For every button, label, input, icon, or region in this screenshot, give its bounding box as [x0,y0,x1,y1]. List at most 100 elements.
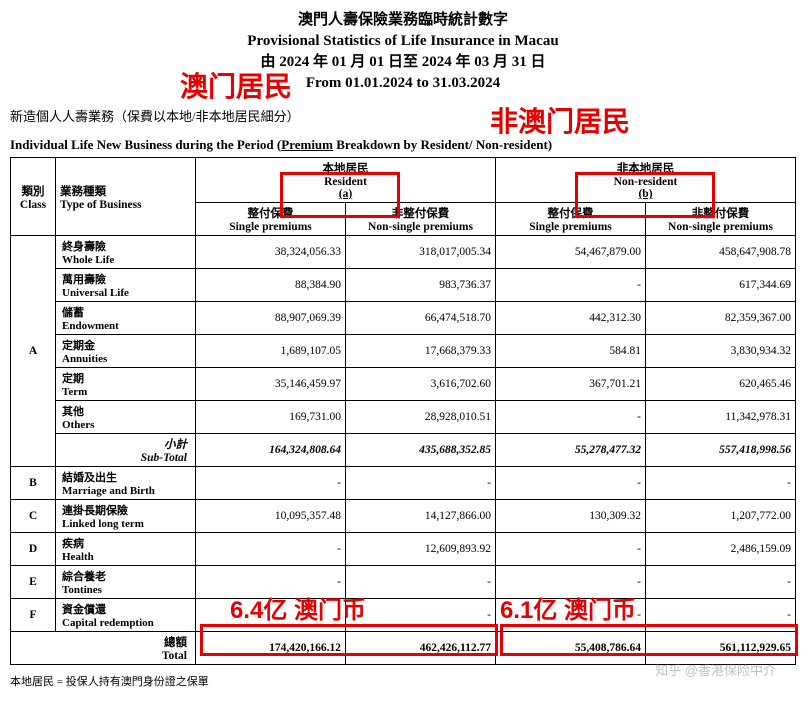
table-row: C連掛長期保險Linked long term10,095,357.4814,1… [11,500,796,533]
col-non-sp: 整付保費Single premiums [496,203,646,236]
cell: - [196,566,346,599]
watermark: 知乎 @香港保险中介 [655,660,776,679]
cell: 82,359,367.00 [646,302,796,335]
cell: - [196,533,346,566]
report-header: 澳門人壽保險業務臨時統計數字 Provisional Statistics of… [10,10,796,94]
cell: 3,830,934.32 [646,335,796,368]
cell: 462,426,112.77 [346,632,496,665]
table-row: 其他Others169,731.0028,928,010.51-11,342,9… [11,401,796,434]
cell: - [346,599,496,632]
period-cn: 由 2024 年 01 月 01 日至 2024 年 03 月 31 日 [10,52,796,73]
table-row: F資金償還Capital redemption---- [11,599,796,632]
cell: 442,312.30 [496,302,646,335]
cell: 458,647,908.78 [646,236,796,269]
section-title-en: Individual Life New Business during the … [10,137,796,153]
cell: 318,017,005.34 [346,236,496,269]
col-type: 業務種類Type of Business [56,158,196,236]
type-cell: 終身壽險Whole Life [56,236,196,269]
cell: 584.81 [496,335,646,368]
statistics-table: 類別Class 業務種類Type of Business 本地居民Residen… [10,157,796,665]
title-cn: 澳門人壽保險業務臨時統計數字 [10,10,796,31]
type-cell: 儲蓄Endowment [56,302,196,335]
cell: - [496,401,646,434]
type-cell: 疾病Health [56,533,196,566]
cell: - [496,533,646,566]
table-row: E綜合養老Tontines---- [11,566,796,599]
cell: 10,095,357.48 [196,500,346,533]
col-res-sp: 整付保費Single premiums [196,203,346,236]
cell: 1,207,772.00 [646,500,796,533]
cell: 130,309.32 [496,500,646,533]
cell: 557,418,998.56 [646,434,796,467]
type-cell: 定期金Annuities [56,335,196,368]
cell: 435,688,352.85 [346,434,496,467]
cell: 55,278,477.32 [496,434,646,467]
col-non-np: 非整付保費Non-single premiums [646,203,796,236]
class-cell: D [11,533,56,566]
cell: - [346,566,496,599]
class-cell: F [11,599,56,632]
cell: - [646,599,796,632]
col-res-np: 非整付保費Non-single premiums [346,203,496,236]
cell: - [496,269,646,302]
cell: - [196,467,346,500]
table-row: 定期金Annuities1,689,107.0517,668,379.33584… [11,335,796,368]
table-row: 定期Term35,146,459.973,616,702.60367,701.2… [11,368,796,401]
table-row: B結婚及出生Marriage and Birth---- [11,467,796,500]
class-cell: B [11,467,56,500]
type-cell: 萬用壽險Universal Life [56,269,196,302]
section-title-cn: 新造個人人壽業務（保費以本地/非本地居民細分） [10,106,796,125]
type-cell: 定期Term [56,368,196,401]
type-cell: 資金償還Capital redemption [56,599,196,632]
cell: 620,465.46 [646,368,796,401]
col-class: 類別Class [11,158,56,236]
cell: 66,474,518.70 [346,302,496,335]
cell: 367,701.21 [496,368,646,401]
class-cell: E [11,566,56,599]
cell: 14,127,866.00 [346,500,496,533]
cell: 164,324,808.64 [196,434,346,467]
table-row: 儲蓄Endowment88,907,069.3966,474,518.70442… [11,302,796,335]
col-nonresident: 非本地居民Non-resident(b) [496,158,796,203]
table-row: A終身壽險Whole Life38,324,056.33318,017,005.… [11,236,796,269]
cell: 12,609,893.92 [346,533,496,566]
type-cell: 結婚及出生Marriage and Birth [56,467,196,500]
cell: 617,344.69 [646,269,796,302]
cell: - [646,467,796,500]
period-en: From 01.01.2024 to 31.03.2024 [10,73,796,94]
class-cell: A [11,236,56,467]
total-label: 總額Total [11,632,196,665]
cell: 11,342,978.31 [646,401,796,434]
cell: 3,616,702.60 [346,368,496,401]
cell: 169,731.00 [196,401,346,434]
type-cell: 連掛長期保險Linked long term [56,500,196,533]
cell: 983,736.37 [346,269,496,302]
cell: - [496,467,646,500]
cell: 174,420,166.12 [196,632,346,665]
cell: 88,907,069.39 [196,302,346,335]
cell: 2,486,159.09 [646,533,796,566]
cell: 88,384.90 [196,269,346,302]
cell: 1,689,107.05 [196,335,346,368]
type-cell: 其他Others [56,401,196,434]
class-cell: C [11,500,56,533]
subtotal-row: 小計Sub-Total164,324,808.64435,688,352.855… [11,434,796,467]
type-cell: 綜合養老Tontines [56,566,196,599]
cell: - [496,566,646,599]
col-resident: 本地居民Resident(a) [196,158,496,203]
cell: 54,467,879.00 [496,236,646,269]
title-en: Provisional Statistics of Life Insurance… [10,31,796,52]
cell: 17,668,379.33 [346,335,496,368]
cell: 55,408,786.64 [496,632,646,665]
table-row: 萬用壽險Universal Life88,384.90983,736.37-61… [11,269,796,302]
cell: - [496,599,646,632]
cell: 38,324,056.33 [196,236,346,269]
cell: 35,146,459.97 [196,368,346,401]
subtotal-label: 小計Sub-Total [56,434,196,467]
header-row-1: 類別Class 業務種類Type of Business 本地居民Residen… [11,158,796,203]
cell: - [196,599,346,632]
table-row: D疾病Health-12,609,893.92-2,486,159.09 [11,533,796,566]
cell: - [646,566,796,599]
cell: - [346,467,496,500]
cell: 28,928,010.51 [346,401,496,434]
